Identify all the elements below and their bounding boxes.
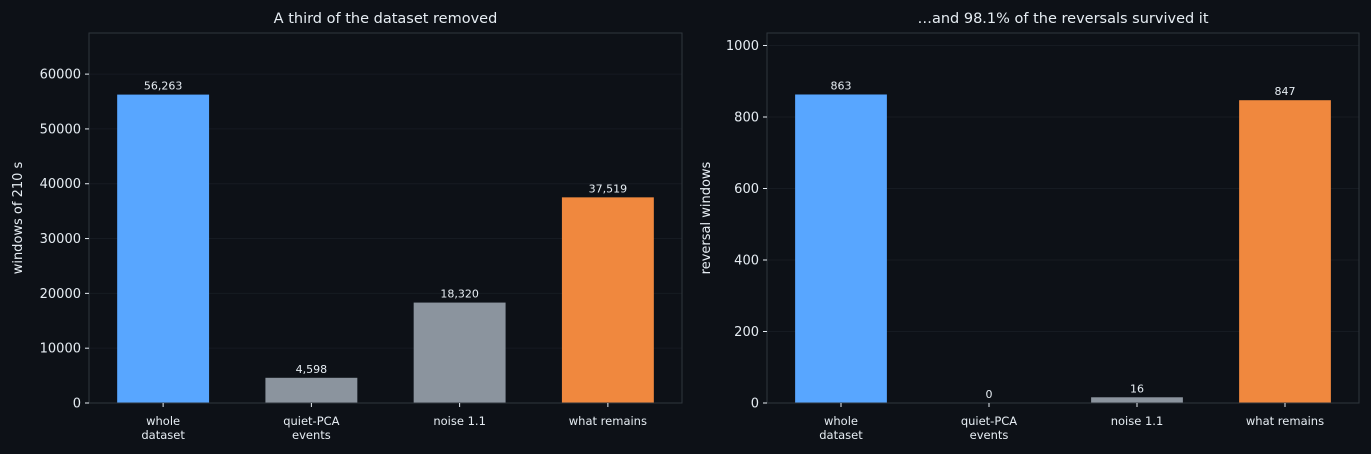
- y-tick-label: 60000: [40, 68, 81, 83]
- bar: [117, 94, 210, 404]
- x-tick-label-line: quiet-PCA: [961, 414, 1017, 428]
- bar: [561, 197, 654, 403]
- axes-frame: [88, 32, 683, 404]
- x-tick-label-line: dataset: [819, 428, 863, 442]
- y-tick-label: 0: [751, 397, 759, 412]
- chart-panel-2: 863 0 16 847 0 200 400 600 800 1000 whole dataset qu…: [699, 11, 1360, 442]
- y-tick-label: 50000: [40, 122, 81, 137]
- data-label: 847: [1275, 85, 1296, 98]
- y-tick-label: 30000: [40, 232, 81, 247]
- chart-panel-1: 56,263 4,598 18,320 37,519 0 10000 20000 30000 4…: [11, 11, 683, 442]
- x-tick-label: whole dataset: [819, 414, 863, 442]
- y-tick-label: 20000: [40, 287, 81, 302]
- x-tick-label-line: noise 1.1: [1111, 414, 1164, 428]
- chart-title: A third of the dataset removed: [274, 11, 498, 27]
- data-label: 37,519: [589, 182, 628, 195]
- axes-frame: [766, 32, 1360, 404]
- x-tick-label: what remains: [1246, 414, 1324, 428]
- bar: [795, 94, 887, 404]
- y-tick-label: 600: [734, 182, 759, 197]
- y-axis-label: reversal windows: [699, 161, 714, 274]
- x-tick-label-line: events: [970, 428, 1009, 442]
- y-tick-label: 800: [734, 111, 759, 126]
- x-tick-label-line: noise 1.1: [433, 414, 486, 428]
- x-tick-label-line: quiet-PCA: [283, 414, 339, 428]
- x-tick-label: noise 1.1: [433, 414, 486, 428]
- y-tick-label: 40000: [40, 177, 81, 192]
- x-tick-label-line: whole: [146, 414, 180, 428]
- data-label: 863: [831, 79, 852, 92]
- data-label: 16: [1130, 382, 1144, 395]
- x-tick-label: quiet-PCA events: [283, 414, 339, 442]
- y-tick-label: 0: [73, 397, 81, 412]
- data-label: 56,263: [144, 80, 183, 93]
- y-axis-label: windows of 210 s: [11, 161, 26, 274]
- y-tick-label: 1000: [726, 39, 759, 54]
- x-tick-label: what remains: [569, 414, 647, 428]
- x-tick-label-line: what remains: [569, 414, 647, 428]
- x-tick-label-line: whole: [824, 414, 858, 428]
- x-tick-label-line: what remains: [1246, 414, 1324, 428]
- y-tick-label: 400: [734, 254, 759, 269]
- bar: [265, 377, 358, 403]
- y-tick-label: 200: [734, 325, 759, 340]
- x-tick-label: whole dataset: [141, 414, 185, 442]
- data-label: 4,598: [296, 363, 328, 376]
- data-label: 0: [986, 388, 993, 401]
- bar: [1091, 397, 1183, 403]
- bar: [413, 302, 506, 403]
- x-tick-label-line: dataset: [141, 428, 185, 442]
- chart-title: …and 98.1% of the reversals survived it: [917, 11, 1208, 27]
- bar: [1239, 100, 1331, 403]
- data-label: 18,320: [440, 288, 479, 301]
- x-tick-label: noise 1.1: [1111, 414, 1164, 428]
- x-tick-label-line: events: [292, 428, 331, 442]
- y-tick-label: 10000: [40, 342, 81, 357]
- x-tick-label: quiet-PCA events: [961, 414, 1017, 442]
